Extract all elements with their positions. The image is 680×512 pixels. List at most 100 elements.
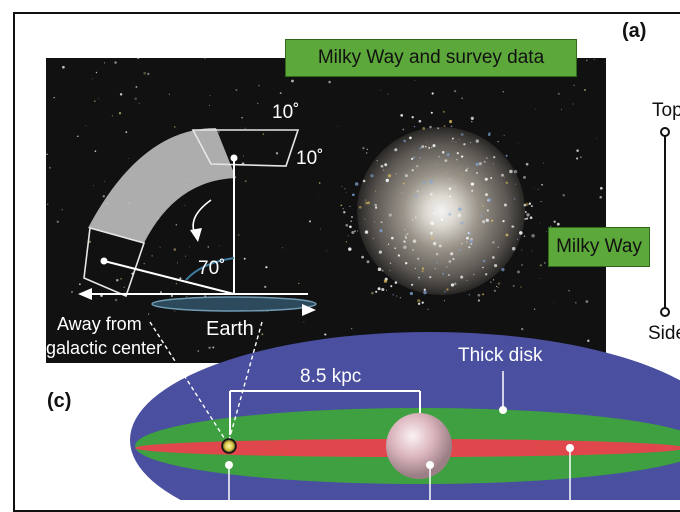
star-dot [520,286,523,289]
galaxy-star-dot [429,214,431,216]
star-dot [197,350,200,352]
star-dot [168,93,170,95]
star-dot [143,71,147,75]
star-dot [593,59,595,61]
star-dot [337,125,339,127]
galaxy-star-dot [405,262,408,265]
galaxy-star-dot [525,202,529,206]
galaxy-star-dot [519,231,523,235]
star-dot [497,282,501,285]
star-dot [241,117,243,119]
galaxy-star-dot [486,209,489,212]
star-dot [262,133,265,135]
galaxy-star-dot [453,282,457,286]
star-dot [585,300,589,303]
star-dot [209,105,210,107]
galaxy-star-dot [417,257,420,260]
star-dot [418,119,422,123]
galaxy-star-dot [392,293,395,296]
galaxy-star-dot [517,270,520,274]
milky-way-label: Milky Way [556,236,642,257]
leader-thin-dot [566,444,574,452]
galaxy-star-dot [405,216,407,218]
galaxy-star-dot [513,198,516,200]
star-dot [62,65,65,69]
star-dot [184,204,186,206]
galaxy-star-dot [484,193,489,197]
galaxy-star-dot [509,169,513,174]
galaxy-star-dot [487,133,491,137]
galaxy-star-dot [340,204,343,207]
star-dot [238,234,240,236]
galaxy-star-dot [381,269,384,272]
galaxy-star-dot [442,272,445,275]
star-dot [174,126,176,128]
galaxy-star-dot [494,264,498,268]
star-dot [212,346,215,349]
star-dot [533,308,536,310]
galaxy-star-dot [354,182,359,186]
star-dot [539,264,542,267]
galaxy-star-dot [483,160,486,163]
milky-way-survey-panel [46,58,606,363]
galaxy-star-dot [351,231,355,234]
star-dot [95,71,98,74]
galaxy-star-dot [497,246,499,248]
galaxy-star-dot [485,218,489,222]
projection-line-left [149,321,229,445]
galactic-disk-diagram [130,321,680,500]
galaxy-star-dot [430,231,433,235]
galaxy-star-dot [449,120,453,124]
galaxy-star-dot [486,157,488,159]
galaxy-star-dot [480,215,483,218]
star-dot [177,262,179,264]
star-dot [557,92,560,95]
galaxy-star-dot [416,165,419,168]
star-dot [219,245,220,247]
galaxy-star-dot [417,299,421,303]
star-dot [576,157,579,160]
galaxy-star-dot [467,232,470,235]
star-dot [528,202,532,205]
star-dot [553,301,554,303]
star-dot [53,96,55,99]
galaxy-star-dot [419,147,422,150]
survey-arc-band [88,128,236,243]
star-dot [541,183,543,186]
galaxy-star-dot [423,290,427,295]
galaxy-star-dot [410,157,414,161]
galaxy-star-dot [353,230,356,233]
galaxy-star-dot [343,211,346,214]
galaxy-star-dot [421,145,425,149]
galaxy-star-dot [366,152,368,154]
galaxy-star-dot [449,195,452,198]
star-dot [535,108,536,110]
survey-window-top [191,129,300,167]
star-dot [204,58,206,59]
galaxy-star-dot [411,219,414,221]
survey-point-left [100,257,108,265]
star-dot [539,277,541,279]
star-dot [537,188,539,190]
galaxy-star-dot [448,260,452,263]
galaxy-star-dot [394,281,398,284]
galaxy-star-dot [404,235,406,237]
galaxy-star-dot [399,297,402,299]
star-dot [349,225,352,229]
star-dot [387,93,389,95]
galaxy-star-dot [402,182,405,185]
galaxy-star-dot [362,179,366,183]
star-dot [561,108,563,110]
galaxy-star-dot [421,270,424,273]
galaxy-star-dot [459,249,461,252]
galaxy-star-dot [379,229,383,233]
galaxy-star-dot [443,290,446,293]
galaxy-star-dot [502,219,505,223]
star-dot [375,290,378,293]
galaxy-star-dot [386,289,387,291]
galaxy-star-dot [367,201,370,205]
galaxy-star-dot [414,267,416,269]
star-dot [46,203,49,206]
star-dot [573,84,575,86]
galaxy-star-dot [511,246,516,251]
